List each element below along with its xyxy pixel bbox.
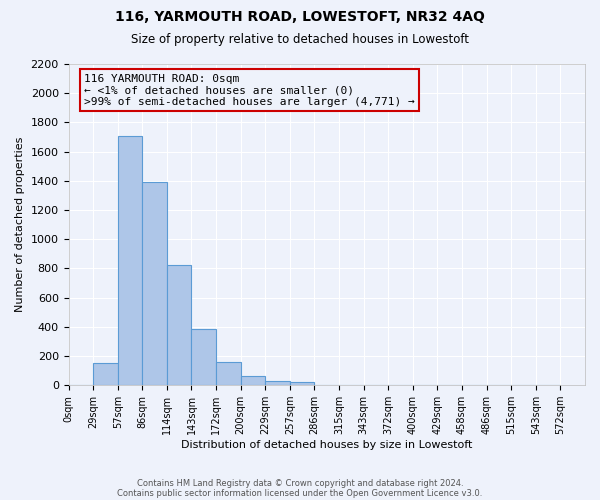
Text: Contains HM Land Registry data © Crown copyright and database right 2024.: Contains HM Land Registry data © Crown c… (137, 478, 463, 488)
Bar (118, 136, 142, 385)
Bar (241, 376, 265, 385)
Bar (93, 362, 118, 385)
Bar (265, 381, 290, 385)
Text: Contains public sector information licensed under the Open Government Licence v3: Contains public sector information licen… (118, 488, 482, 498)
X-axis label: Distribution of detached houses by size in Lowestoft: Distribution of detached houses by size … (181, 440, 472, 450)
Text: Size of property relative to detached houses in Lowestoft: Size of property relative to detached ho… (131, 32, 469, 46)
Bar (191, 329, 216, 385)
Text: 116, YARMOUTH ROAD, LOWESTOFT, NR32 4AQ: 116, YARMOUTH ROAD, LOWESTOFT, NR32 4AQ (115, 10, 485, 24)
Y-axis label: Number of detached properties: Number of detached properties (15, 137, 25, 312)
Bar (290, 382, 314, 385)
Bar (167, 266, 191, 385)
Bar (216, 362, 241, 385)
Bar (142, 182, 167, 385)
Text: 116 YARMOUTH ROAD: 0sqm
← <1% of detached houses are smaller (0)
>99% of semi-de: 116 YARMOUTH ROAD: 0sqm ← <1% of detache… (84, 74, 415, 107)
